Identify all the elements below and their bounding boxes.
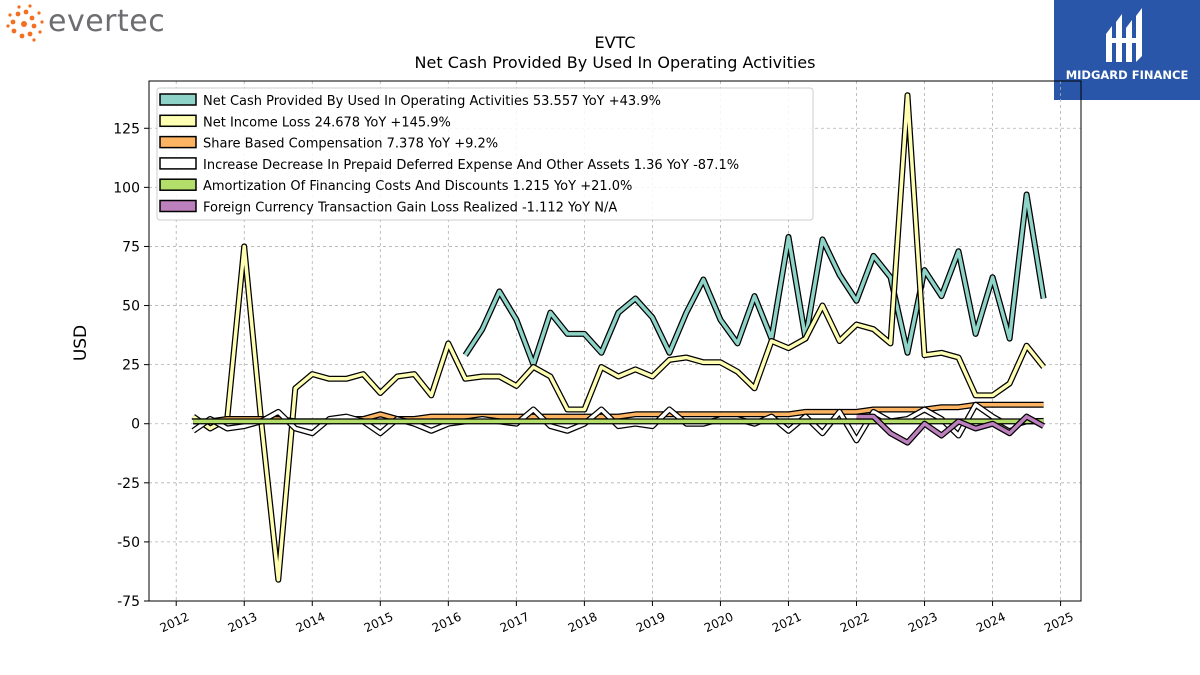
- evertec-logo-mark: [6, 4, 44, 42]
- y-tick-label: 0: [131, 417, 140, 433]
- legend-swatch-1: [159, 114, 197, 128]
- x-tick-label: 2023: [906, 610, 940, 636]
- x-tick-label: 2016: [430, 610, 464, 636]
- series-line-4: [193, 419, 1044, 424]
- y-tick-label: 100: [113, 180, 140, 196]
- series-line-0: [463, 192, 1046, 367]
- y-tick-label: 125: [113, 121, 140, 137]
- evertec-logo-text: evertec: [48, 4, 166, 39]
- midgard-finance-logo-mark: [1106, 8, 1142, 62]
- chart-subtitle: Net Cash Provided By Used In Operating A…: [415, 53, 816, 72]
- legend-box: [156, 87, 814, 221]
- series-line-5: [856, 414, 1045, 445]
- x-tick-label: 2022: [838, 610, 872, 636]
- y-axis-label: USD: [71, 325, 91, 361]
- legend-swatch-2: [159, 135, 197, 149]
- x-tick-label: 2018: [566, 610, 600, 636]
- legend-swatch-4: [159, 178, 197, 191]
- y-tick-label: 50: [122, 299, 140, 315]
- legend-label-5: Foreign Currency Transaction Gain Loss R…: [203, 201, 617, 216]
- chart-title: EVTC: [594, 33, 635, 52]
- x-tick-label: 2021: [770, 610, 804, 636]
- y-tick-label: 25: [122, 358, 140, 374]
- x-tick-label: 2017: [498, 610, 532, 636]
- x-tick-label: 2013: [226, 610, 260, 636]
- legend-label-4: Amortization Of Financing Costs And Disc…: [203, 179, 632, 194]
- legend-swatch-0: [159, 93, 197, 106]
- legend-swatch-5: [159, 199, 197, 213]
- y-tick-label: -50: [117, 535, 140, 551]
- y-tick-label: -25: [117, 476, 140, 492]
- x-tick-label: 2014: [294, 610, 328, 636]
- x-tick-label: 2024: [974, 610, 1008, 636]
- evertec-logo: [4, 4, 194, 44]
- series-lines: [191, 92, 1047, 583]
- legend: Net Cash Provided By Used In Operating A…: [156, 87, 814, 221]
- x-tick-label: 2015: [362, 610, 396, 636]
- x-tick-label: 2025: [1042, 610, 1076, 636]
- x-tick-label: 2020: [702, 610, 736, 636]
- x-tick-label: 2019: [634, 610, 668, 636]
- series-line-1: [192, 93, 1045, 582]
- legend-swatch-3: [159, 157, 197, 170]
- midgard-finance-logo-text: MIDGARD FINANCE: [1065, 68, 1189, 82]
- legend-label-3: Increase Decrease In Prepaid Deferred Ex…: [203, 158, 739, 173]
- legend-label-0: Net Cash Provided By Used In Operating A…: [203, 94, 661, 109]
- y-tick-label: -75: [117, 594, 140, 610]
- axis-ticks: -75 -50 -25 0 25 50 75 100 125 2012 2013 2014 2015 20…: [113, 121, 1075, 635]
- midgard-finance-logo: MIDGARD FINANCE: [1054, 0, 1200, 100]
- y-tick-label: 75: [122, 239, 140, 255]
- plot-area-frame: [148, 80, 1082, 602]
- legend-label-1: Net Income Loss 24.678 YoY +145.9%: [203, 115, 451, 130]
- legend-label-2: Share Based Compensation 7.378 YoY +9.2%: [203, 137, 498, 152]
- x-tick-label: 2012: [158, 610, 192, 636]
